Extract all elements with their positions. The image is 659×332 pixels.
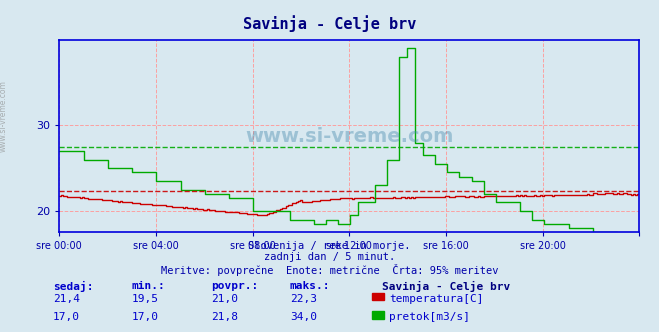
- Text: zadnji dan / 5 minut.: zadnji dan / 5 minut.: [264, 252, 395, 262]
- Text: Meritve: povprečne  Enote: metrične  Črta: 95% meritev: Meritve: povprečne Enote: metrične Črta:…: [161, 264, 498, 276]
- Text: povpr.:: povpr.:: [211, 281, 258, 290]
- Text: sedaj:: sedaj:: [53, 281, 93, 291]
- Text: www.si-vreme.com: www.si-vreme.com: [0, 80, 8, 152]
- Text: www.si-vreme.com: www.si-vreme.com: [245, 126, 453, 146]
- Text: 17,0: 17,0: [132, 312, 159, 322]
- Text: 22,3: 22,3: [290, 294, 317, 304]
- Text: 19,5: 19,5: [132, 294, 159, 304]
- Text: min.:: min.:: [132, 281, 165, 290]
- Text: pretok[m3/s]: pretok[m3/s]: [389, 312, 470, 322]
- Text: 21,4: 21,4: [53, 294, 80, 304]
- Text: maks.:: maks.:: [290, 281, 330, 290]
- Text: 17,0: 17,0: [53, 312, 80, 322]
- Text: 21,0: 21,0: [211, 294, 238, 304]
- Text: 34,0: 34,0: [290, 312, 317, 322]
- Text: Savinja - Celje brv: Savinja - Celje brv: [243, 15, 416, 32]
- Text: 21,8: 21,8: [211, 312, 238, 322]
- Text: Savinja - Celje brv: Savinja - Celje brv: [382, 281, 511, 291]
- Text: temperatura[C]: temperatura[C]: [389, 294, 483, 304]
- Text: Slovenija / reke in morje.: Slovenija / reke in morje.: [248, 241, 411, 251]
